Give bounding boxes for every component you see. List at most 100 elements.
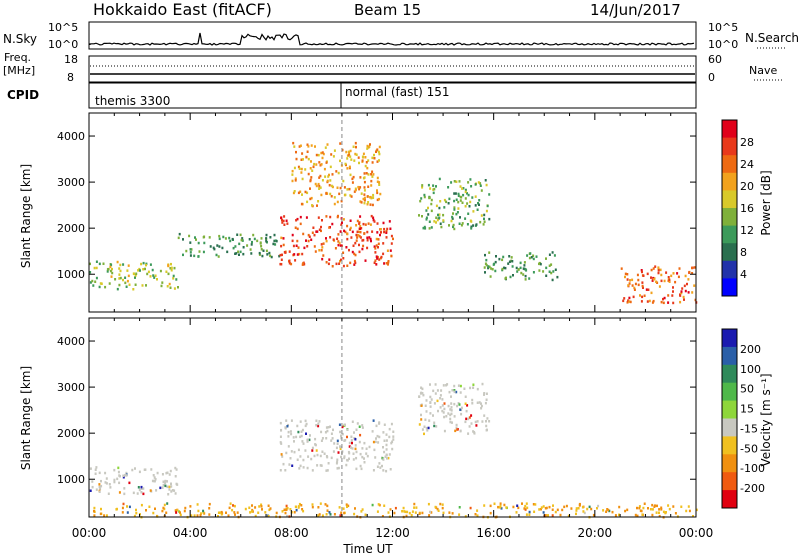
range-gate-cell — [312, 165, 315, 169]
range-gate-cell — [476, 401, 479, 404]
range-gate-cell — [671, 294, 674, 297]
range-gate-cell — [309, 178, 312, 182]
range-gate-cell — [488, 193, 491, 196]
range-gate-cell — [381, 464, 383, 468]
range-gate-cell — [330, 195, 333, 198]
range-gate-cell — [303, 246, 306, 250]
range-gate-cell — [626, 278, 629, 281]
range-gate-cell — [319, 454, 322, 458]
range-gate-cell — [160, 284, 163, 288]
range-gate-cell — [314, 182, 317, 186]
range-gate-cell — [504, 266, 507, 270]
range-gate-cell — [382, 458, 385, 461]
range-gate-cell — [489, 504, 492, 508]
range-gate-cell — [554, 268, 557, 271]
range-gate-cell — [435, 425, 438, 428]
range-gate-cell — [196, 503, 199, 506]
range-gate-cell — [373, 157, 376, 160]
range-gate-cell — [476, 420, 479, 423]
range-gate-cell — [118, 491, 121, 494]
range-gate-cell — [430, 202, 433, 206]
range-gate-cell — [316, 204, 318, 207]
range-gate-cell — [523, 264, 526, 267]
range-gate-cell — [162, 483, 165, 487]
range-gate-cell — [251, 508, 254, 512]
range-gate-cell — [551, 514, 554, 517]
range-gate-cell — [672, 301, 675, 305]
range-gate-cell — [298, 145, 301, 148]
range-gate-cell — [149, 263, 152, 266]
range-gate-cell — [342, 251, 345, 254]
range-gate-cell — [318, 249, 321, 252]
range-gate-cell — [429, 401, 432, 404]
range-gate-cell — [317, 506, 320, 509]
range-gate-cell — [189, 254, 192, 257]
range-gate-cell — [680, 291, 683, 295]
range-gate-cell — [651, 508, 654, 511]
range-gate-cell — [538, 269, 541, 272]
range-gate-cell — [362, 176, 365, 180]
range-gate-cell — [511, 265, 514, 268]
range-gate-cell — [251, 504, 253, 507]
range-gate-cell — [324, 175, 327, 178]
range-gate-cell — [556, 508, 559, 512]
range-gate-cell — [189, 248, 192, 251]
range-gate-cell — [351, 177, 354, 181]
range-gate-cell — [375, 437, 377, 440]
range-gate-cell — [607, 508, 610, 512]
x-tick-label: 20:00 — [578, 526, 613, 540]
range-gate-cell — [393, 511, 396, 515]
range-gate-cell — [641, 295, 644, 299]
range-gate-cell — [154, 478, 157, 481]
range-gate-cell — [691, 272, 694, 275]
range-gate-cell — [374, 456, 377, 459]
range-gate-cell — [497, 505, 500, 509]
range-gate-cell — [482, 223, 485, 226]
range-gate-cell — [453, 208, 456, 211]
range-gate-cell — [375, 237, 378, 241]
range-gate-cell — [319, 502, 322, 505]
range-gate-cell — [348, 165, 351, 169]
nave-tick-top: 60 — [708, 53, 722, 66]
range-gate-cell — [372, 216, 375, 219]
range-gate-cell — [239, 250, 242, 254]
range-gate-cell — [403, 510, 406, 513]
range-gate-cell — [499, 504, 502, 508]
range-gate-cell — [441, 409, 444, 413]
range-gate-cell — [318, 513, 321, 516]
range-gate-cell — [411, 510, 414, 513]
range-gate-cell — [292, 436, 295, 439]
range-gate-cell — [349, 446, 352, 449]
range-gate-cell — [330, 432, 333, 435]
range-gate-cell — [345, 503, 348, 506]
range-gate-cell — [346, 154, 349, 157]
range-gate-cell — [340, 199, 343, 203]
range-gate-cell — [145, 509, 147, 512]
range-gate-cell — [432, 188, 435, 191]
range-gate-cell — [174, 492, 177, 495]
range-gate-cell — [249, 248, 252, 251]
range-gate-cell — [320, 151, 323, 155]
range-gate-cell — [145, 263, 147, 267]
range-gate-cell — [375, 424, 378, 428]
range-gate-cell — [447, 412, 450, 415]
range-gate-cell — [365, 172, 368, 175]
range-gate-cell — [278, 254, 281, 258]
range-gate-cell — [623, 297, 626, 300]
range-gate-cell — [561, 508, 564, 512]
range-gate-cell — [95, 266, 98, 270]
range-gate-cell — [301, 193, 303, 196]
range-gate-cell — [687, 505, 690, 508]
range-gate-cell — [443, 402, 446, 405]
range-gate-cell — [384, 455, 387, 458]
range-gate-cell — [532, 271, 535, 274]
range-gate-cell — [310, 176, 313, 179]
range-gate-cell — [370, 214, 373, 218]
range-gate-cell — [340, 434, 342, 437]
range-gate-cell — [99, 512, 102, 516]
range-gate-cell — [297, 448, 300, 452]
range-gate-cell — [464, 402, 467, 405]
range-gate-cell — [450, 395, 452, 398]
range-gate-cell — [159, 269, 162, 273]
